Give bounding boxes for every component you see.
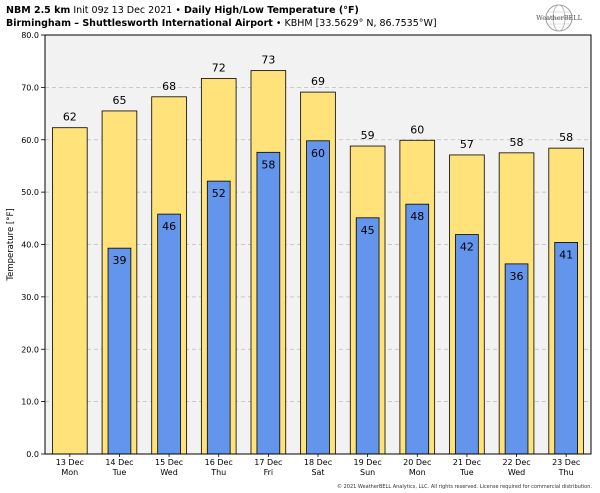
logo-text: WeatherBELL <box>536 14 582 22</box>
x-tick-date: 13 Dec <box>56 458 84 467</box>
x-tick-date: 23 Dec <box>552 458 580 467</box>
low-temp-bar <box>355 217 380 455</box>
low-temp-label: 42 <box>460 241 474 254</box>
low-temp-label: 48 <box>410 210 424 223</box>
chart-header-line2: Birmingham – Shuttlesworth International… <box>6 18 437 29</box>
x-tick-day: Mon <box>61 468 78 477</box>
low-temp-bar <box>554 242 578 455</box>
low-temp-bar <box>107 247 132 455</box>
high-temp-label: 58 <box>510 136 524 149</box>
x-tick-date: 21 Dec <box>453 458 481 467</box>
low-temp-label: 36 <box>510 270 524 283</box>
x-tick-date: 14 Dec <box>105 458 133 467</box>
low-temp-label: 45 <box>361 224 375 237</box>
high-temp-label: 57 <box>460 138 474 151</box>
x-tick-day: Tue <box>112 468 127 477</box>
x-tick-day: Wed <box>508 468 525 477</box>
x-tick-date: 20 Dec <box>403 458 431 467</box>
header-separator: • <box>275 18 282 29</box>
high-temp-label: 72 <box>212 61 226 74</box>
weatherbell-logo: WeatherBELL <box>536 4 583 32</box>
low-temp-label: 52 <box>212 187 226 200</box>
model-name: NBM 2.5 km <box>6 5 71 16</box>
chart-header-line1: NBM 2.5 km Init 09z 13 Dec 2021 • Daily … <box>6 5 359 16</box>
low-temp-label: 39 <box>112 254 126 267</box>
low-temp-bar <box>206 180 231 455</box>
high-temp-label: 58 <box>559 131 573 144</box>
y-tick-label: 50.0 <box>21 188 39 197</box>
station-info: KBHM [33.5629° N, 86.7535°W] <box>284 18 437 29</box>
copyright-notice: © 2021 WeatherBELL Analytics, LLC. All r… <box>337 484 592 490</box>
x-tick-day: Sun <box>360 468 375 477</box>
chart-title: Daily High/Low Temperature (°F) <box>184 5 359 16</box>
x-tick-day: Sat <box>311 468 324 477</box>
low-temp-label: 46 <box>162 220 176 233</box>
low-temp-bar <box>455 234 479 455</box>
init-time: Init 09z 13 Dec 2021 <box>73 5 173 16</box>
bar-labels: 62 65 39 68 46 72 52 73 58 69 60 59 45 60 48 57 42 58 36 58… <box>63 54 573 283</box>
low-temp-label: 58 <box>261 158 275 171</box>
bars <box>52 70 584 455</box>
low-temp-bar <box>504 263 529 455</box>
low-temp-label: 41 <box>559 248 573 261</box>
x-tick-day: Thu <box>210 468 226 477</box>
high-temp-label: 65 <box>112 94 126 107</box>
y-tick-label: 70.0 <box>21 83 39 92</box>
high-temp-label: 69 <box>311 75 325 88</box>
y-tick-label: 80.0 <box>21 31 39 40</box>
high-temp-label: 73 <box>261 54 275 67</box>
x-tick-date: 15 Dec <box>155 458 183 467</box>
x-tick-date: 19 Dec <box>354 458 382 467</box>
high-temp-bar <box>52 127 88 455</box>
low-temp-label: 60 <box>311 147 325 160</box>
high-temp-label: 62 <box>63 111 77 124</box>
high-temp-label: 68 <box>162 80 176 93</box>
high-temp-label: 60 <box>410 123 424 136</box>
x-tick-date: 17 Dec <box>254 458 282 467</box>
y-tick-label: 0.0 <box>26 450 39 459</box>
x-tick-day: Thu <box>558 468 574 477</box>
low-temp-bar <box>306 140 330 455</box>
x-tick-date: 22 Dec <box>502 458 530 467</box>
x-tick-day: Wed <box>160 468 177 477</box>
globe-logo-icon <box>545 4 573 32</box>
y-tick-label: 30.0 <box>21 293 39 302</box>
x-tick-day: Fri <box>264 468 274 477</box>
location-name: Birmingham – Shuttlesworth International… <box>6 18 273 29</box>
low-temp-bar <box>157 213 181 455</box>
y-axis-label: Temperature [°F] <box>6 208 16 281</box>
y-axis: 0.0 10.0 20.0 30.0 40.0 50.0 60.0 70.0 80.0 <box>21 31 45 459</box>
y-tick-label: 40.0 <box>21 241 39 250</box>
x-tick-date: 18 Dec <box>304 458 332 467</box>
x-tick-date: 16 Dec <box>205 458 233 467</box>
low-temp-bar <box>405 203 430 455</box>
x-tick-day: Mon <box>409 468 426 477</box>
low-temp-bar <box>256 151 281 455</box>
header-separator: • <box>175 5 181 16</box>
y-tick-label: 60.0 <box>21 136 39 145</box>
y-tick-label: 20.0 <box>21 345 39 354</box>
x-tick-day: Tue <box>459 468 474 477</box>
y-tick-label: 10.0 <box>21 398 39 407</box>
high-temp-label: 59 <box>361 129 375 142</box>
